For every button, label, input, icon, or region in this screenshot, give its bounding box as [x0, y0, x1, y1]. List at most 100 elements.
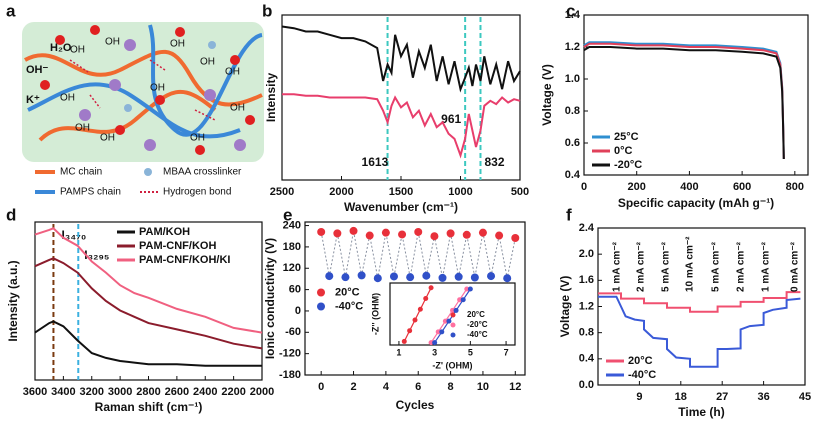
x-tick-label: 5 — [468, 347, 473, 357]
x-tick-label: 36 — [757, 391, 769, 403]
legend-swatch — [144, 168, 152, 176]
plot-frame — [597, 227, 806, 386]
panel-label: c — [566, 1, 575, 20]
y-tick-label: -60 — [285, 326, 301, 338]
x-tick-label: 10 — [477, 381, 489, 393]
data-point — [373, 274, 382, 283]
legend-swatch — [317, 302, 325, 311]
series-line — [34, 227, 263, 334]
data-point — [453, 307, 459, 313]
data-point — [446, 229, 455, 238]
panel: 0 200 400 600 800 0.4 0.6 0.8 1.0 1.2 1.4 Specific … — [540, 9, 809, 210]
y-tick-label: 0 — [295, 305, 301, 317]
mc-chain — [38, 90, 217, 142]
x-tick-label: 2400 — [193, 386, 217, 398]
group-label: OH — [200, 57, 215, 68]
legend-swatch — [317, 288, 325, 297]
plot-frame — [34, 221, 263, 381]
y-axis-label: Voltage (V) — [540, 64, 554, 126]
panel-label: e — [283, 205, 292, 224]
x-axis-label: Wavenumber (cm⁻¹) — [344, 200, 458, 214]
data-point — [460, 297, 466, 303]
x-tick-label: 9 — [636, 391, 642, 403]
data-point — [357, 271, 366, 280]
y-tick-label: 0.0 — [579, 379, 594, 391]
data-point — [478, 228, 487, 237]
data-point — [428, 285, 434, 291]
x-axis-label: Time (h) — [678, 405, 724, 419]
data-point — [470, 273, 479, 282]
panel: 9 18 27 36 45 0.0 0.4 0.8 1.2 1.6 2.0 2.4 Time (h) Vo… — [558, 222, 811, 419]
y-tick-label: 0.8 — [579, 327, 594, 339]
data-point — [464, 286, 470, 292]
legend-label: 0°C — [614, 145, 633, 157]
marker-label: 961 — [441, 112, 461, 126]
legend-label: -20°C — [614, 159, 642, 171]
x-tick-label: 800 — [786, 181, 804, 193]
pamps-chain — [27, 82, 241, 139]
y-axis-label: Ionic conductivity (V) — [263, 238, 277, 359]
group-label: OH — [170, 39, 185, 50]
annotation: 0 mA cm⁻² — [790, 241, 801, 292]
data-point — [435, 329, 441, 335]
legend-label: 20°C — [628, 355, 653, 367]
x-tick-label: 6 — [415, 381, 421, 393]
y-tick-label: 1.4 — [565, 9, 581, 21]
x-tick-label: 1500 — [389, 186, 413, 198]
marker-label: 832 — [484, 155, 504, 169]
series-line — [34, 257, 263, 350]
y-tick-label: -180 — [279, 369, 301, 381]
legend-swatch — [450, 312, 456, 318]
annotation: 1 mA cm⁻² — [761, 241, 772, 292]
panel: 2500 2000 1500 1000 500 Wavenumber (cm⁻¹) Inte… — [264, 14, 529, 214]
x-tick-label: 0 — [318, 381, 324, 393]
x-tick-label: 2000 — [250, 386, 274, 398]
group-label: OH — [60, 93, 75, 104]
x-tick-label: 3000 — [108, 386, 132, 398]
annotation: 5 mA cm⁻² — [661, 241, 672, 292]
series-line — [598, 291, 801, 313]
x-tick-label: 2200 — [221, 386, 245, 398]
group-label: OH — [230, 103, 245, 114]
annotation: 10 mA cm⁻² — [685, 236, 696, 292]
x-axis-label: -Z' (OHM) — [432, 360, 472, 370]
data-point — [446, 318, 452, 324]
x-tick-label: 7 — [504, 347, 509, 357]
series-line — [281, 25, 521, 93]
data-point — [457, 297, 463, 303]
x-tick-label: 2 — [350, 381, 356, 393]
legend-label: PAM-CNF/KOH — [139, 240, 216, 252]
marker-label: I₃₂₉₅ — [84, 248, 109, 262]
data-point — [407, 328, 413, 334]
legend-swatch — [450, 332, 456, 338]
data-point — [428, 340, 434, 346]
legend-label: -40°C — [467, 330, 488, 339]
group-label: OH — [75, 123, 90, 134]
data-point — [365, 231, 374, 240]
data-point — [467, 286, 473, 292]
schematic-background — [22, 22, 264, 162]
panel: 0 2 4 6 8 10 12 -180 -120 -60 0 60 120 180 240 Cycles Io… — [263, 219, 526, 412]
data-point — [503, 274, 512, 283]
x-tick-label: 200 — [628, 181, 646, 193]
x-tick-label: 600 — [733, 181, 751, 193]
group-label: OH — [225, 67, 240, 78]
legend-label: 20°C — [467, 310, 485, 319]
data-point — [317, 227, 326, 236]
x-tick-label: 3200 — [80, 386, 104, 398]
group-label: OH — [105, 37, 120, 48]
y-tick-label: -120 — [279, 348, 301, 360]
legend-label: -20°C — [467, 320, 488, 329]
x-tick-label: 8 — [448, 381, 454, 393]
x-tick-label: 3 — [432, 347, 437, 357]
y-axis-label: Intensity (a.u.) — [6, 260, 20, 341]
legend-label: PAM-CNF/KOH/KI — [139, 254, 230, 266]
data-point — [401, 338, 407, 344]
y-tick-label: 0.4 — [565, 169, 581, 181]
x-tick-label: 2600 — [165, 386, 189, 398]
x-tick-label: 18 — [675, 391, 687, 403]
plot-frame — [583, 14, 809, 176]
data-point — [442, 318, 448, 324]
schematic-legend: PAMPS chain — [60, 187, 121, 198]
